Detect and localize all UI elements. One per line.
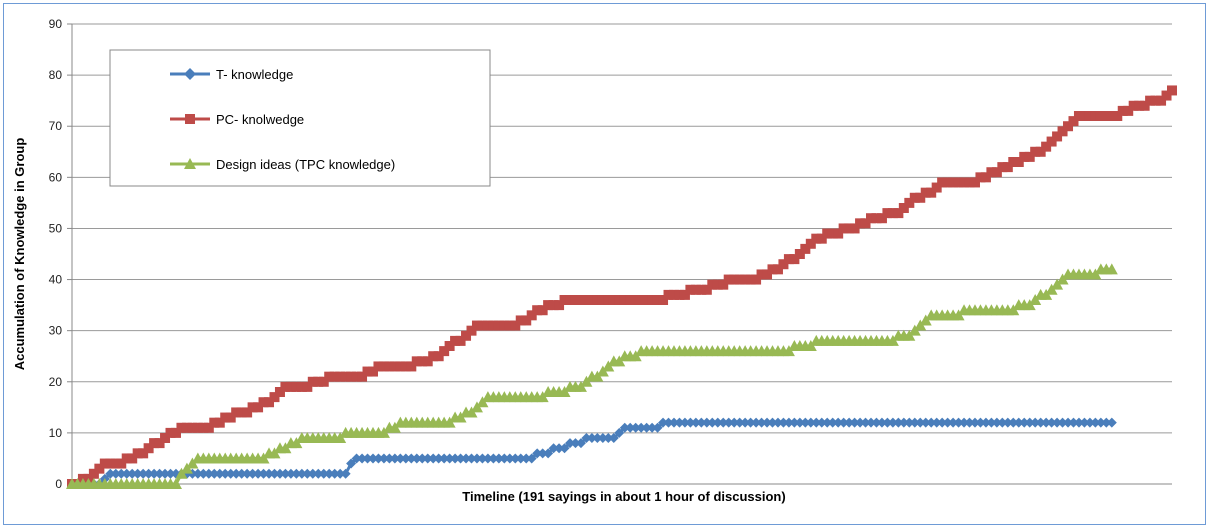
- legend-label-t-knowledge: T- knowledge: [216, 67, 293, 82]
- square-marker: [1167, 85, 1177, 95]
- y-tick-label: 30: [49, 324, 63, 338]
- y-axis-title: Accumulation of Knowledge in Group: [12, 138, 27, 371]
- chart-frame: 0 10 20 30 40 50 60 70 80 90 Timeline (191 saying…: [3, 3, 1206, 525]
- y-tick-label: 90: [49, 17, 63, 31]
- y-tick-label: 50: [49, 221, 63, 235]
- y-tick-label: 60: [49, 170, 63, 184]
- line-chart: 0 10 20 30 40 50 60 70 80 90 Timeline (191 saying…: [4, 4, 1207, 526]
- diamond-marker: [1107, 418, 1117, 428]
- y-tick-label: 20: [49, 375, 63, 389]
- y-tick-label: 80: [49, 68, 63, 82]
- y-tick-label: 70: [49, 119, 63, 133]
- series-0: [67, 418, 1117, 489]
- legend-label-pc-knowledge: PC- knolwedge: [216, 112, 304, 127]
- legend-square-marker: [185, 114, 195, 124]
- legend: T- knowledge PC- knolwedge Design ideas …: [110, 50, 490, 186]
- y-tick-label: 40: [49, 273, 63, 287]
- y-tick-label: 10: [49, 426, 63, 440]
- y-tick-label: 0: [55, 477, 62, 491]
- x-axis-title: Timeline (191 sayings in about 1 hour of…: [462, 489, 785, 504]
- legend-label-design-ideas: Design ideas (TPC knowledge): [216, 157, 395, 172]
